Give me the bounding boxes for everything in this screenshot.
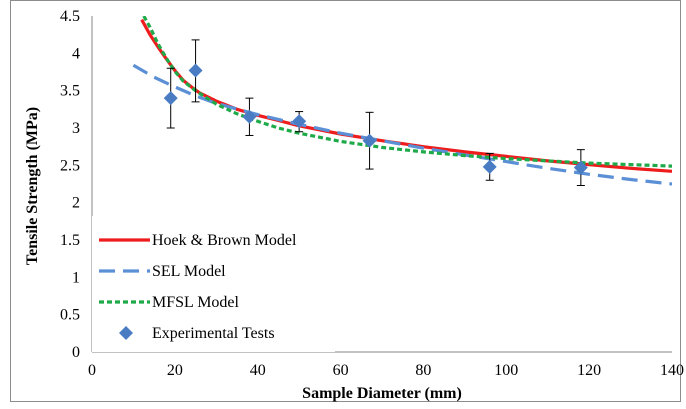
x-tick-label: 0 [88, 362, 96, 379]
series-layer [133, 16, 672, 184]
x-tick-label: 120 [577, 362, 601, 379]
x-tick-label: 60 [333, 362, 349, 379]
x-tick-label: 140 [660, 362, 684, 379]
legend-label-mfsl-model: MFSL Model [152, 294, 240, 311]
marker-layer [164, 40, 588, 186]
legend-label-experimental-tests: Experimental Tests [152, 325, 275, 342]
legend: Hoek & Brown Model SEL Model MFSL Model Exp… [92, 216, 335, 352]
y-tick-label: 2.5 [60, 157, 80, 174]
legend-label-sel-model: SEL Model [152, 263, 226, 280]
x-tick-label: 40 [250, 362, 266, 379]
x-axis-title: Sample Diameter (mm) [302, 385, 462, 402]
data-point-diamond [164, 91, 178, 105]
y-tick-label: 0.5 [60, 307, 80, 324]
y-tick-label: 2 [72, 195, 80, 212]
y-tick-label: 1.5 [60, 232, 80, 249]
x-tick-label: 80 [415, 362, 431, 379]
data-point-diamond [189, 64, 203, 78]
y-tick-label: 3.5 [60, 83, 80, 100]
y-tick-label: 3 [72, 120, 80, 137]
y-tick-label: 4 [72, 45, 80, 62]
x-tick-label: 100 [494, 362, 518, 379]
legend-label-hoek-brown-model: Hoek & Brown Model [152, 232, 297, 249]
data-point-diamond [483, 160, 497, 174]
x-tick-label: 20 [167, 362, 183, 379]
y-axis-title: Tensile Strength (MPa) [24, 107, 41, 265]
y-tick-label: 0 [72, 344, 80, 361]
y-tick-label: 1 [72, 269, 80, 286]
y-tick-label: 4.5 [60, 8, 80, 25]
